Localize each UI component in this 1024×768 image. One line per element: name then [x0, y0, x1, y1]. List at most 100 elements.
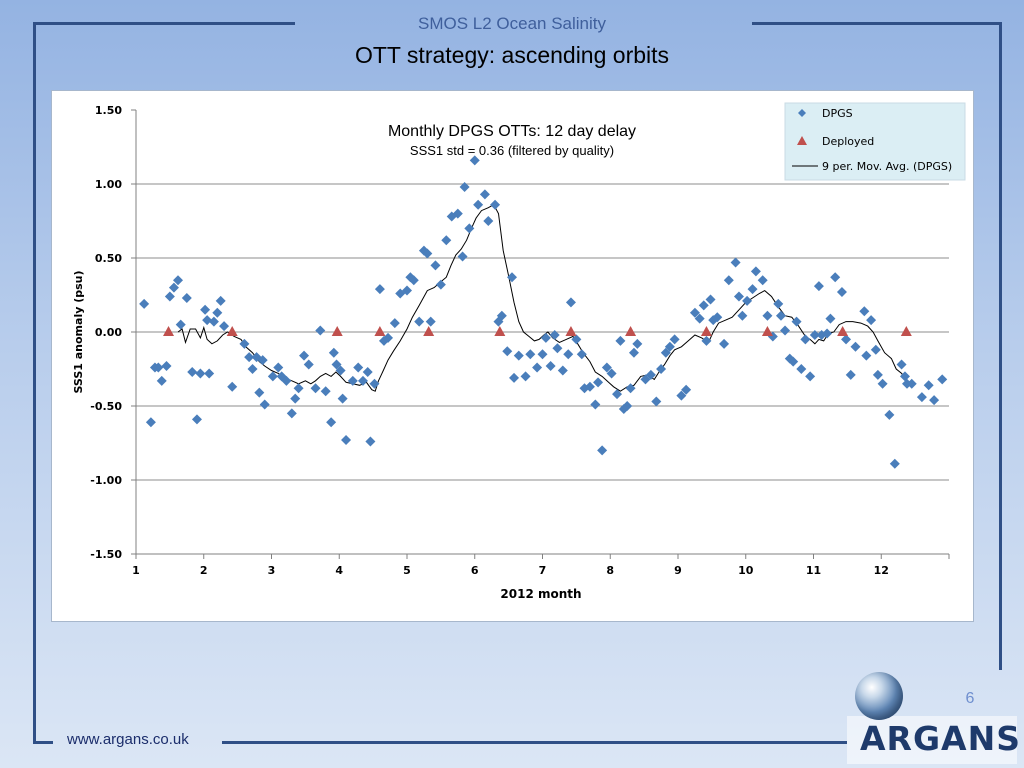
axis-layer: 1.501.000.500.00-0.50-1.00-1.501 2 3 4 5 6 7 8 9…	[90, 104, 950, 577]
frame-right	[999, 22, 1002, 670]
dpgs-point	[590, 399, 601, 410]
y-tick-label: 1.00	[95, 178, 122, 191]
dpgs-point	[328, 347, 339, 358]
dpgs-point	[353, 362, 364, 373]
dpgs-point	[822, 328, 833, 339]
x-tick-label: 9	[674, 564, 682, 577]
dpgs-point	[513, 350, 524, 361]
dpgs-point	[719, 338, 730, 349]
frame-left	[33, 22, 36, 744]
legend-dpgs-marker	[798, 109, 806, 117]
dpgs-point	[669, 334, 680, 345]
dpgs-point	[813, 281, 824, 292]
dpgs-point	[676, 390, 687, 401]
dpgs-point	[750, 266, 761, 277]
dpgs-point	[469, 155, 480, 166]
dpgs-point	[651, 396, 662, 407]
dpgs-point	[173, 275, 184, 286]
dpgs-point	[584, 381, 595, 392]
dpgs-point	[168, 282, 179, 293]
dpgs-point	[422, 248, 433, 259]
dpgs-point	[435, 279, 446, 290]
dpgs-point	[369, 378, 380, 389]
dpgs-point	[601, 362, 612, 373]
dpgs-point	[622, 401, 633, 411]
moving-average-layer	[177, 204, 912, 392]
x-axis-label: 2012 month	[500, 587, 581, 601]
dpgs-point	[254, 387, 265, 398]
dpgs-point	[877, 378, 888, 389]
globe-logo-icon	[855, 672, 903, 720]
dpgs-point	[870, 344, 881, 355]
dpgs-point	[202, 315, 213, 326]
dpgs-point	[747, 284, 758, 295]
dpgs-point	[490, 199, 501, 210]
dpgs-point	[889, 458, 900, 469]
dpgs-point	[612, 389, 623, 400]
dpgs-point	[681, 384, 692, 395]
dpgs-point	[733, 291, 744, 302]
dpgs-point	[181, 292, 192, 303]
dpgs-point	[257, 355, 268, 366]
dpgs-point	[247, 364, 258, 374]
frame-bottom-right	[222, 741, 847, 744]
dpgs-point	[899, 371, 910, 382]
dpgs-point	[757, 275, 768, 286]
footer-url[interactable]: www.argans.co.uk	[67, 731, 189, 748]
dpgs-point	[694, 313, 705, 324]
dpgs-point	[850, 341, 861, 352]
dpgs-point	[705, 294, 716, 305]
dpgs-point	[775, 310, 786, 321]
frame-top-right	[752, 22, 1002, 25]
dpgs-point	[884, 409, 895, 420]
dpgs-point	[859, 306, 870, 317]
x-tick-label: 1	[132, 564, 140, 577]
dpgs-point	[906, 378, 917, 389]
dpgs-point	[557, 365, 568, 376]
dpgs-points-layer	[139, 155, 948, 469]
dpgs-point	[664, 341, 675, 352]
dpgs-point	[615, 335, 626, 346]
dpgs-point	[628, 347, 639, 358]
dpgs-point	[389, 318, 400, 329]
y-tick-label: -1.00	[90, 474, 122, 487]
chart-panel: 1.50 1.00 0.50 0.00 -0.50 -1.00 -1.50 1 2 3 4 5 6 7 8 9…	[51, 90, 974, 622]
dpgs-point	[310, 383, 321, 394]
dpgs-point	[281, 375, 292, 386]
legend: DPGS Deployed 9 per. Mov. Avg. (DPGS)	[784, 102, 966, 181]
dpgs-point	[841, 334, 852, 345]
x-tick-label: 6	[471, 564, 479, 577]
dpgs-point	[457, 251, 468, 262]
dpgs-point	[337, 393, 348, 404]
dpgs-point	[383, 332, 394, 343]
dpgs-point	[219, 321, 230, 332]
dpgs-point	[365, 436, 376, 447]
dpgs-point	[430, 260, 441, 271]
dpgs-point	[293, 383, 304, 394]
dpgs-point	[335, 365, 346, 376]
dpgs-point	[479, 189, 490, 200]
dpgs-point	[773, 298, 784, 309]
dpgs-point	[861, 350, 872, 361]
moving-average-line	[177, 204, 912, 392]
dpgs-point	[689, 307, 700, 318]
dpgs-point	[576, 349, 587, 360]
deployed-point	[226, 326, 238, 336]
dpgs-point	[414, 316, 425, 327]
dpgs-point	[929, 395, 940, 406]
dpgs-point	[712, 312, 723, 323]
dpgs-point	[916, 392, 927, 403]
y-tick-label: 0.50	[95, 252, 122, 265]
dpgs-point	[809, 329, 820, 340]
dpgs-point	[796, 364, 807, 374]
dpgs-point	[441, 235, 452, 246]
dpgs-point	[299, 350, 310, 361]
deployed-point	[837, 326, 849, 336]
dpgs-point	[520, 371, 531, 382]
deployed-point	[374, 326, 386, 336]
y-tick-label: -1.50	[90, 548, 122, 561]
x-tick-label: 5	[403, 564, 411, 577]
dpgs-point	[866, 315, 877, 326]
dpgs-point	[156, 375, 167, 386]
x-tick-label: 8	[606, 564, 614, 577]
